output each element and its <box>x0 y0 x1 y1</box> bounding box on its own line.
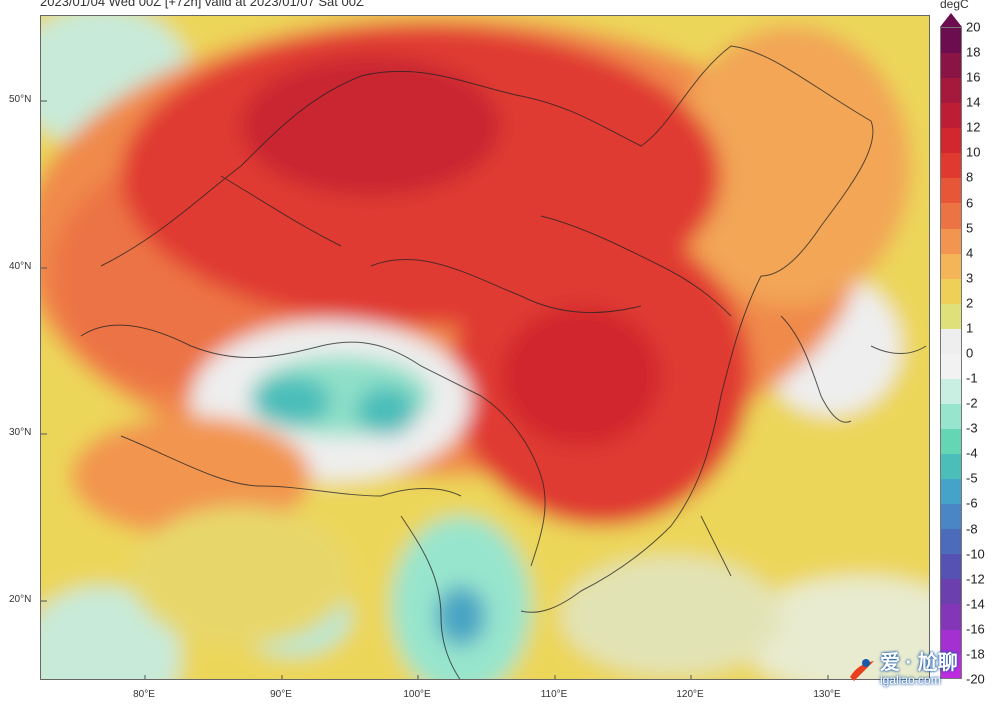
colorbar-segment <box>941 153 961 179</box>
map-canvas <box>41 16 929 679</box>
colorbar-segment <box>941 228 961 254</box>
colorbar-segment <box>941 378 961 404</box>
colorbar-tick-label: -6 <box>966 495 978 511</box>
lon-label-130e: 130°E <box>813 689 841 700</box>
colorbar-segment <box>941 103 961 129</box>
colorbar-tick-label: 16 <box>966 69 981 85</box>
colorbar-segment <box>941 128 961 154</box>
lon-label-90e: 90°E <box>270 689 292 700</box>
colorbar-segment <box>941 454 961 480</box>
colorbar-tick-label: -20 <box>966 671 985 687</box>
colorbar-tick-label: 18 <box>966 44 981 60</box>
watermark-url: igaliao.com <box>880 673 941 688</box>
colorbar-tick-label: -10 <box>966 546 985 562</box>
colorbar-tick-label: -3 <box>966 420 978 436</box>
colorbar-segment <box>941 403 961 429</box>
colorbar-tick-label: 4 <box>966 245 974 261</box>
colorbar-segment <box>941 203 961 229</box>
colorbar-segment <box>941 479 961 505</box>
temperature-field <box>41 16 929 679</box>
colorbar-segment <box>941 303 961 329</box>
colorbar-segment <box>941 504 961 530</box>
colorbar-segment <box>941 629 961 655</box>
watermark-text: 爱 · 尬聊 <box>880 652 958 675</box>
colorbar-tick-label: -12 <box>966 571 985 587</box>
lat-label-20n: 20°N <box>9 594 32 605</box>
colorbar-segment <box>941 554 961 580</box>
colorbar <box>940 27 962 679</box>
colorbar-tick-label: 14 <box>966 94 981 110</box>
country-borders <box>80 45 927 679</box>
lat-label-40n: 40°N <box>9 261 32 272</box>
colorbar-segment <box>941 604 961 630</box>
colorbar-tick-label: 3 <box>966 270 974 286</box>
lon-label-110e: 110°E <box>540 689 568 700</box>
colorbar-tick-label: 8 <box>966 169 974 185</box>
colorbar-segment <box>941 78 961 104</box>
colorbar-tick-label: 10 <box>966 144 981 160</box>
colorbar-tick-label: -1 <box>966 370 978 386</box>
colorbar-tick-label: -18 <box>966 646 985 662</box>
colorbar-segment <box>941 253 961 279</box>
lon-label-100e: 100°E <box>403 689 431 700</box>
colorbar-segment <box>941 328 961 354</box>
colorbar-segment <box>941 529 961 555</box>
colorbar-tick-label: 2 <box>966 295 974 311</box>
colorbar-tick-label: -8 <box>966 521 978 537</box>
lon-label-120e: 120°E <box>676 689 704 700</box>
colorbar-tick-label: -14 <box>966 596 985 612</box>
watermark-logo-icon <box>846 655 876 685</box>
colorbar-tick-label: -2 <box>966 395 978 411</box>
colorbar-segment <box>941 278 961 304</box>
colorbar-segment <box>941 28 961 54</box>
lat-label-50n: 50°N <box>9 94 32 105</box>
colorbar-unit: degC <box>940 0 969 11</box>
map-title: 2023/01/04 Wed 00Z [+72h] valid at 2023/… <box>40 0 364 9</box>
colorbar-segment <box>941 429 961 455</box>
graticule-ticks <box>41 100 829 679</box>
colorbar-tick-label: 6 <box>966 195 974 211</box>
colorbar-extend-arrow <box>940 13 962 27</box>
colorbar-segment <box>941 654 961 678</box>
colorbar-tick-label: -4 <box>966 445 978 461</box>
watermark: 爱 · 尬聊 igaliao.com <box>846 645 996 695</box>
colorbar-tick-label: -5 <box>966 470 978 486</box>
colorbar-segment <box>941 53 961 79</box>
lon-label-80e: 80°E <box>133 689 155 700</box>
colorbar-segment <box>941 353 961 379</box>
colorbar-segment <box>941 178 961 204</box>
colorbar-tick-label: 1 <box>966 320 974 336</box>
colorbar-tick-label: -16 <box>966 621 985 637</box>
colorbar-tick-label: 5 <box>966 220 974 236</box>
lat-label-30n: 30°N <box>9 427 32 438</box>
colorbar-segment <box>941 579 961 605</box>
colorbar-tick-label: 0 <box>966 345 974 361</box>
colorbar-tick-label: 12 <box>966 119 981 135</box>
colorbar-tick-label: 20 <box>966 19 981 35</box>
temperature-anomaly-map <box>40 15 930 680</box>
